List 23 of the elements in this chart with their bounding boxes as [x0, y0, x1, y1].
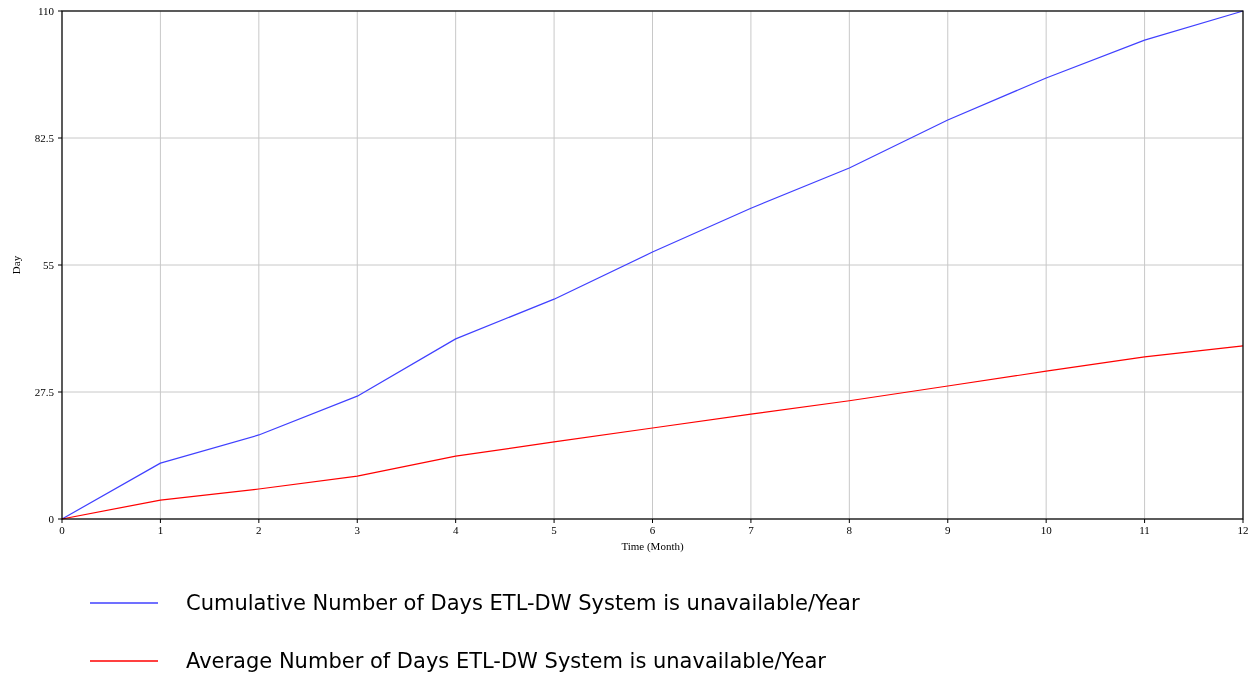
x-tick-label: 4: [452, 524, 459, 536]
x-tick-label: 10: [1040, 524, 1053, 536]
x-tick-label: 6: [649, 524, 656, 536]
y-tick-label: 110: [37, 5, 55, 17]
y-tick-label: 55: [43, 259, 55, 271]
y-tick-label: 27.5: [34, 386, 55, 398]
x-tick-label: 2: [256, 524, 262, 536]
line-series: [61, 10, 1244, 520]
x-tick-label: 11: [1139, 524, 1150, 536]
legend-label: Cumulative Number of Days ETL-DW System is unavailable/Year: [186, 591, 860, 615]
x-tick-label: 1: [157, 524, 164, 536]
x-tick-label: 12: [1237, 524, 1249, 536]
x-axis-title: Time (Month): [621, 540, 684, 553]
y-axis-title: Day: [10, 255, 22, 275]
x-tick-label: 3: [354, 524, 361, 536]
x-tick-label: 7: [748, 524, 755, 536]
x-tick-label: 8: [846, 524, 853, 536]
x-tick-label: 9: [945, 524, 951, 536]
legend-label: Average Number of Days ETL-DW System is unavailable/Year: [186, 649, 827, 673]
x-tick-label: 5: [551, 524, 558, 536]
y-tick-label: 82.5: [34, 132, 55, 144]
y-tick-label: 0: [48, 513, 55, 525]
x-tick-label: 0: [59, 524, 66, 536]
